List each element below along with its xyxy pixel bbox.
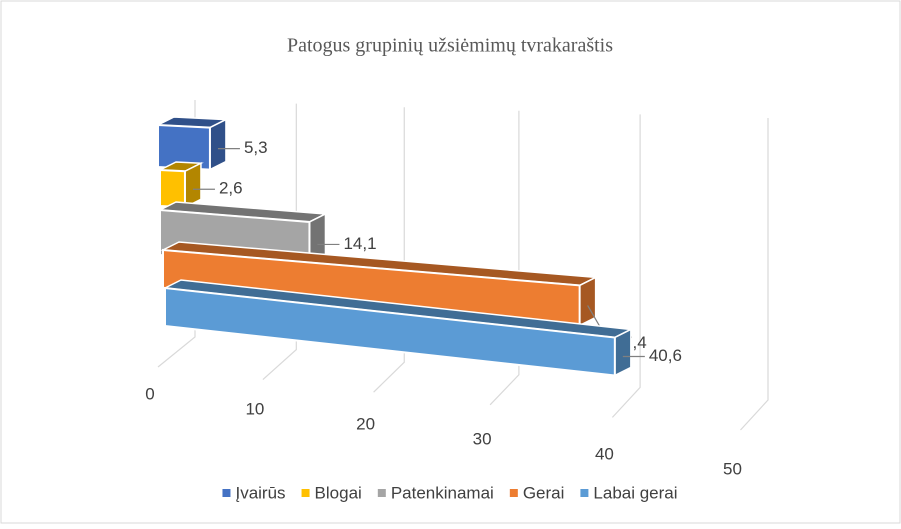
legend-label: Patenkinamai: [391, 483, 494, 502]
legend-label: Labai gerai: [593, 483, 677, 502]
bar: [162, 279, 634, 377]
x-tick-label: 0: [145, 384, 154, 403]
grid-line: [262, 103, 297, 381]
bar-side: [578, 276, 597, 327]
grid-line: [740, 118, 769, 431]
grid-line: [373, 107, 405, 393]
legend-label: Blogai: [315, 483, 362, 502]
legend-swatch: [377, 489, 386, 497]
x-tick-label: 50: [723, 459, 742, 478]
bar-front: [159, 168, 186, 209]
grid-line: [611, 114, 641, 418]
legend-label: Gerai: [523, 483, 565, 502]
legend: Įvairūs Blogai Patenkinamai Gerai Labai gera…: [222, 483, 678, 502]
bar-front: [157, 123, 211, 171]
grid-line: [489, 110, 520, 406]
bar-side: [184, 162, 202, 209]
legend-swatch: [509, 489, 518, 497]
bar: [160, 241, 599, 327]
data-label: 40,6: [649, 346, 682, 365]
bar: [155, 116, 229, 171]
data-label: 5,3: [244, 138, 268, 157]
bar-side: [614, 328, 632, 377]
data-label: 14,1: [343, 234, 376, 253]
legend-swatch: [580, 489, 589, 497]
bar-front: [164, 286, 616, 377]
x-tick-label: 10: [245, 399, 264, 418]
data-label: 2,6: [219, 179, 243, 198]
bar: [157, 161, 204, 209]
legend-swatch: [301, 489, 310, 497]
x-tick-label: 30: [473, 429, 492, 448]
x-tick-label: 20: [356, 414, 375, 433]
chart-title: Patogus grupinių užsiėmimų tvrakaraštis: [287, 35, 613, 57]
x-tick-label: 40: [595, 444, 614, 463]
legend-label: Įvairūs: [235, 483, 285, 502]
bar-side: [209, 118, 227, 171]
legend-swatch: [222, 489, 231, 497]
